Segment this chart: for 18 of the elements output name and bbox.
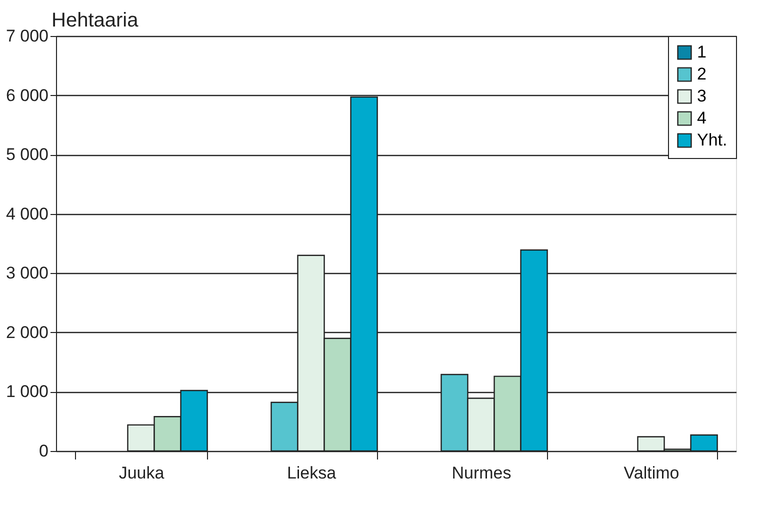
y-tick-label: 6 000	[6, 86, 48, 105]
legend-label: 2	[697, 64, 706, 84]
legend-label: Yht.	[697, 130, 728, 150]
x-tick-label: Lieksa	[286, 464, 337, 482]
y-tick-label: 0	[39, 442, 48, 460]
y-tick-label: 4 000	[6, 204, 48, 224]
y-tick-label: 5 000	[6, 145, 48, 164]
y-tick-label: 2 000	[6, 322, 48, 342]
x-tick-label: Valtimo	[624, 464, 680, 482]
y-axis-title: Hehtaaria	[52, 10, 140, 32]
x-tick-label: Nurmes	[452, 464, 512, 482]
y-tick-label: 3 000	[6, 264, 48, 283]
legend-label: 3	[697, 86, 706, 106]
legend-label: 4	[697, 108, 706, 128]
y-tick-label: 1 000	[6, 382, 48, 402]
legend-label: 1	[697, 42, 706, 62]
y-tick-label: 7 000	[6, 26, 48, 46]
x-tick-label: Juuka	[118, 464, 165, 482]
